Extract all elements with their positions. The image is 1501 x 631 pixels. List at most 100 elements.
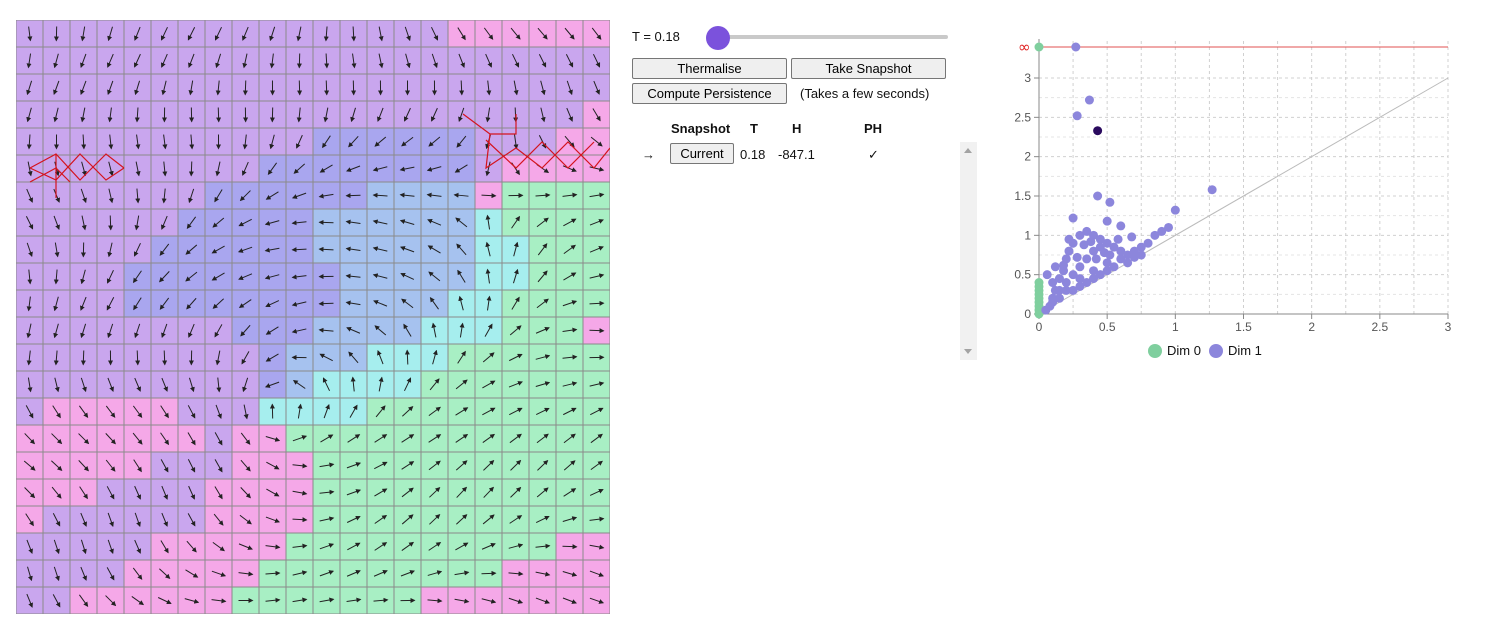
table-scrollbar[interactable] bbox=[960, 142, 977, 360]
spin-arrow-icon bbox=[238, 273, 253, 280]
spin-arrow-icon bbox=[26, 188, 33, 203]
spin-cell bbox=[366, 343, 395, 372]
spin-cell bbox=[16, 20, 44, 48]
spin-arrow-icon bbox=[593, 80, 600, 95]
spin-arrow-icon bbox=[292, 435, 308, 442]
spin-arrow-icon bbox=[401, 541, 415, 551]
spin-cell bbox=[555, 100, 584, 129]
spin-arrow-icon bbox=[589, 300, 605, 306]
spin-cell bbox=[16, 154, 44, 183]
current-snapshot-button[interactable]: Current bbox=[670, 143, 734, 164]
spin-arrow-icon bbox=[481, 193, 497, 199]
spin-arrow-icon bbox=[348, 351, 359, 364]
spin-cell bbox=[204, 451, 233, 480]
spin-cell bbox=[177, 154, 206, 183]
spin-cell bbox=[528, 559, 557, 588]
spin-cell bbox=[231, 559, 260, 588]
spin-cell bbox=[501, 505, 530, 534]
spin-arrow-icon bbox=[404, 349, 410, 365]
thermalise-button[interactable]: Thermalise bbox=[632, 58, 787, 79]
spin-arrow-icon bbox=[401, 487, 414, 498]
spin-cell bbox=[42, 208, 71, 237]
spin-arrow-icon bbox=[135, 134, 141, 150]
spin-cell bbox=[69, 46, 98, 75]
spin-cell bbox=[420, 343, 449, 372]
spin-cell bbox=[474, 46, 503, 75]
spin-cell bbox=[312, 262, 341, 291]
scroll-up-icon[interactable] bbox=[964, 148, 972, 153]
spin-arrow-icon bbox=[485, 161, 491, 177]
spin-arrow-icon bbox=[105, 595, 117, 607]
spin-arrow-icon bbox=[589, 273, 605, 279]
spin-cell bbox=[69, 100, 98, 129]
spin-arrow-icon bbox=[189, 134, 195, 150]
spin-arrow-icon bbox=[590, 433, 603, 444]
temperature-slider-track[interactable] bbox=[706, 35, 948, 39]
spin-cell bbox=[312, 20, 341, 48]
spin-arrow-icon bbox=[566, 107, 573, 122]
spin-cell bbox=[69, 532, 98, 561]
spin-arrow-icon bbox=[537, 459, 549, 471]
spin-arrow-icon bbox=[134, 26, 141, 41]
spin-cell bbox=[285, 100, 314, 129]
spin-arrow-icon bbox=[535, 407, 550, 416]
spin-cell bbox=[501, 46, 530, 75]
spin-cell bbox=[582, 478, 610, 507]
spin-cell bbox=[528, 235, 557, 264]
spin-arrow-icon bbox=[214, 324, 223, 338]
data-point bbox=[1207, 185, 1217, 195]
spin-arrow-icon bbox=[264, 274, 280, 280]
spin-cell bbox=[285, 289, 314, 318]
spin-cell bbox=[231, 46, 260, 75]
spin-cell bbox=[393, 73, 422, 102]
temperature-slider-thumb[interactable] bbox=[706, 26, 730, 50]
spin-cell bbox=[42, 478, 71, 507]
spin-arrow-icon bbox=[132, 432, 143, 445]
spin-cell bbox=[96, 397, 125, 426]
spin-arrow-icon bbox=[319, 489, 335, 495]
spin-arrow-icon bbox=[589, 219, 604, 226]
spin-arrow-icon bbox=[374, 542, 388, 551]
spin-cell bbox=[555, 46, 584, 75]
spin-arrow-icon bbox=[80, 107, 86, 123]
spin-arrow-icon bbox=[238, 543, 253, 550]
spin-cell bbox=[312, 478, 341, 507]
spin-cell bbox=[204, 343, 233, 372]
compute-persistence-button[interactable]: Compute Persistence bbox=[632, 83, 787, 104]
spin-lattice[interactable] bbox=[16, 20, 610, 614]
spin-arrow-icon bbox=[513, 80, 519, 96]
spin-cell bbox=[366, 20, 395, 48]
spin-arrow-icon bbox=[589, 488, 604, 496]
spin-cell bbox=[447, 478, 476, 507]
cycle-path bbox=[485, 139, 595, 169]
spin-arrow-icon bbox=[429, 514, 441, 525]
spin-cell bbox=[42, 586, 71, 614]
spin-lattice-svg[interactable] bbox=[16, 20, 610, 614]
scroll-down-icon[interactable] bbox=[964, 349, 972, 354]
x-tick-label: 2 bbox=[1308, 320, 1315, 334]
take-snapshot-button[interactable]: Take Snapshot bbox=[791, 58, 946, 79]
spin-cell bbox=[528, 100, 557, 129]
spin-arrow-icon bbox=[134, 323, 141, 339]
spin-cell bbox=[150, 559, 179, 588]
spin-cell bbox=[582, 289, 610, 318]
data-point bbox=[1034, 278, 1044, 288]
spin-arrow-icon bbox=[373, 597, 389, 603]
spin-cell bbox=[150, 397, 179, 426]
data-point bbox=[1061, 285, 1071, 295]
spin-cell bbox=[258, 20, 287, 48]
legend-dim0-icon bbox=[1148, 343, 1162, 358]
spin-cell bbox=[447, 127, 476, 156]
spin-cell bbox=[204, 181, 233, 210]
spin-arrow-icon bbox=[108, 134, 114, 150]
spin-cell bbox=[447, 397, 476, 426]
spin-cell bbox=[96, 181, 125, 210]
spin-cell bbox=[420, 424, 449, 453]
spin-cell bbox=[420, 559, 449, 588]
spin-arrow-icon bbox=[373, 300, 388, 307]
spin-cell bbox=[339, 20, 368, 48]
spin-cell bbox=[96, 586, 125, 614]
spin-arrow-icon bbox=[589, 570, 605, 577]
spin-cell bbox=[150, 343, 179, 372]
spin-arrow-icon bbox=[26, 350, 32, 366]
